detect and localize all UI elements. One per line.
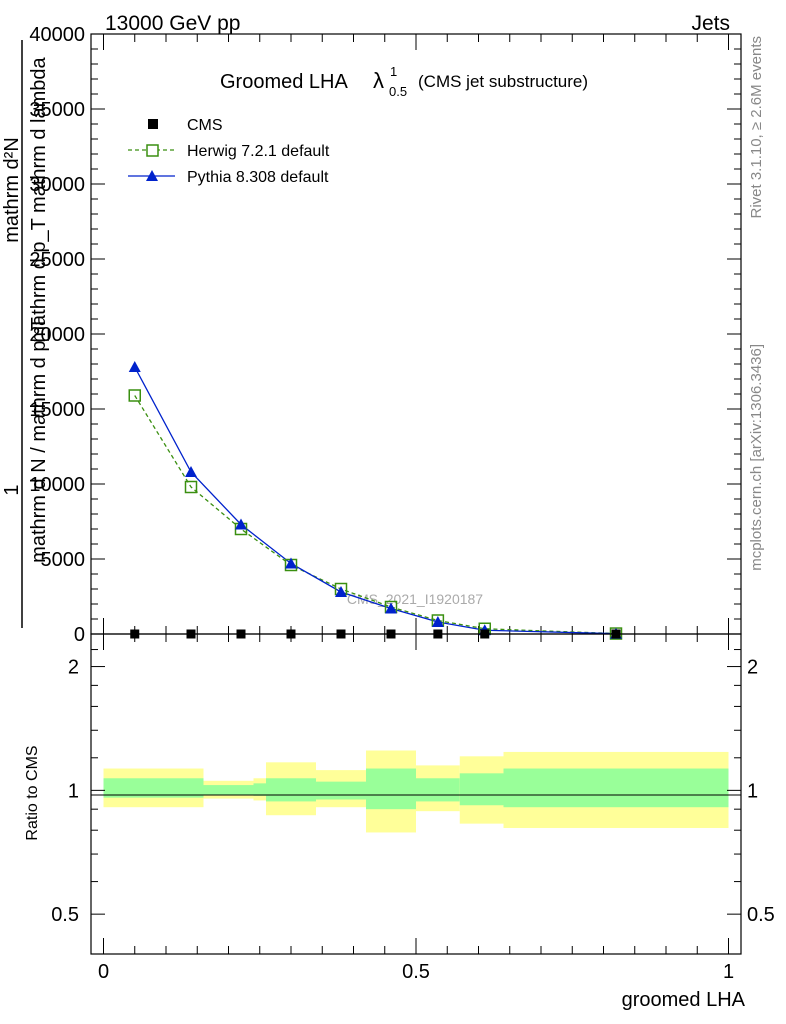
mcplots-text: mcplots.cern.ch [arXiv:1306.3436] [748,344,765,571]
ratio-bands [103,750,729,833]
ratio-inner-band [416,778,460,802]
main-y-tick-label: 30000 [29,174,85,196]
ratio-inner-band [103,778,166,798]
main-title-sub: 0.5 [389,84,407,99]
ratio-inner-band [253,783,266,796]
ratio-y-tick-label-right: 1 [747,780,758,802]
legend: CMS Herwig 7.2.1 default Pythia 8.308 de… [128,117,330,186]
legend-herwig-label: Herwig 7.2.1 default [187,143,330,160]
main-y-tick-label: 35000 [29,99,85,121]
legend-pythia-label: Pythia 8.308 default [187,169,329,186]
main-y-tick-label: 15000 [29,399,85,421]
ratio-y-title: Ratio to CMS [24,745,41,840]
pythia-point [335,586,347,597]
main-y-title-line4: mathrm d N / mathrm d p_T [28,317,50,563]
ratio-x-axis: 0 0.5 1 [98,634,734,983]
ratio-inner-band [266,778,316,802]
pythia-point [285,557,297,569]
main-y-title: mathrm d²N mathrm d p_T mathrm d lambda … [1,40,50,628]
ratio-y-tick-label: 2 [68,657,79,679]
main-y-tick-label: 20000 [29,324,85,346]
main-y-tick-label: 40000 [29,24,85,46]
herwig-point [184,480,198,494]
header-process: Jets [691,12,730,35]
pythia-point [235,518,247,530]
main-y-title-line1: mathrm d²N [1,137,23,243]
ratio-inner-band [459,773,504,806]
herwig-point [128,389,141,402]
legend-cms-label: CMS [187,117,223,134]
legend-pythia-marker [146,170,158,181]
main-title-lambda: λ [373,68,384,93]
ratio-y-tick-label-right: 2 [747,657,758,679]
x-tick-label: 0.5 [402,961,430,983]
ratio-inner-band [503,768,729,808]
main-title-text: Groomed LHA [220,71,348,93]
pythia-point [385,602,397,614]
pythia-point [431,616,444,627]
main-y-tick-label: 25000 [29,249,85,271]
main-series [128,361,623,640]
main-y-tick-label: 10000 [29,474,85,496]
main-y-tick-label: 5000 [41,549,86,571]
ratio-y-tick-label-right: 0.5 [747,904,775,926]
main-x-axis [103,34,729,634]
pythia-point [185,466,197,477]
legend-cms-marker [148,119,158,129]
main-title-note: (CMS jet substructure) [418,72,588,91]
ratio-inner-band [366,768,416,810]
pythia-point [128,361,141,372]
main-y-tick-label: 0 [74,624,85,646]
ratio-y-tick-label: 0.5 [51,904,79,926]
header-energy: 13000 GeV pp [105,12,240,35]
x-tick-label: 1 [723,961,734,983]
ratio-inner-band [166,778,204,798]
main-title-sup: 1 [390,64,397,79]
ratio-y-tick-label: 1 [68,780,79,802]
ratio-y-axis: 0.5 0.5 1 1 2 2 [51,649,775,926]
main-y-axis: 0 5000 10000 15000 20000 25000 30000 35000 40000 [29,24,741,646]
main-y-title-line2: mathrm d p_T mathrm d lambda [28,56,50,342]
x-tick-label: 0 [98,961,109,983]
x-axis-title: groomed LHA [622,989,746,1011]
ratio-inner-band [203,785,254,795]
ratio-inner-band [316,781,366,800]
main-title: Groomed LHA λ 1 0.5 (CMS jet substructur… [220,64,588,99]
legend-herwig-marker [146,144,159,157]
rivet-version-text: Rivet 3.1.10, ≥ 2.6M events [748,36,765,219]
main-y-title-line3: 1 [1,484,23,495]
